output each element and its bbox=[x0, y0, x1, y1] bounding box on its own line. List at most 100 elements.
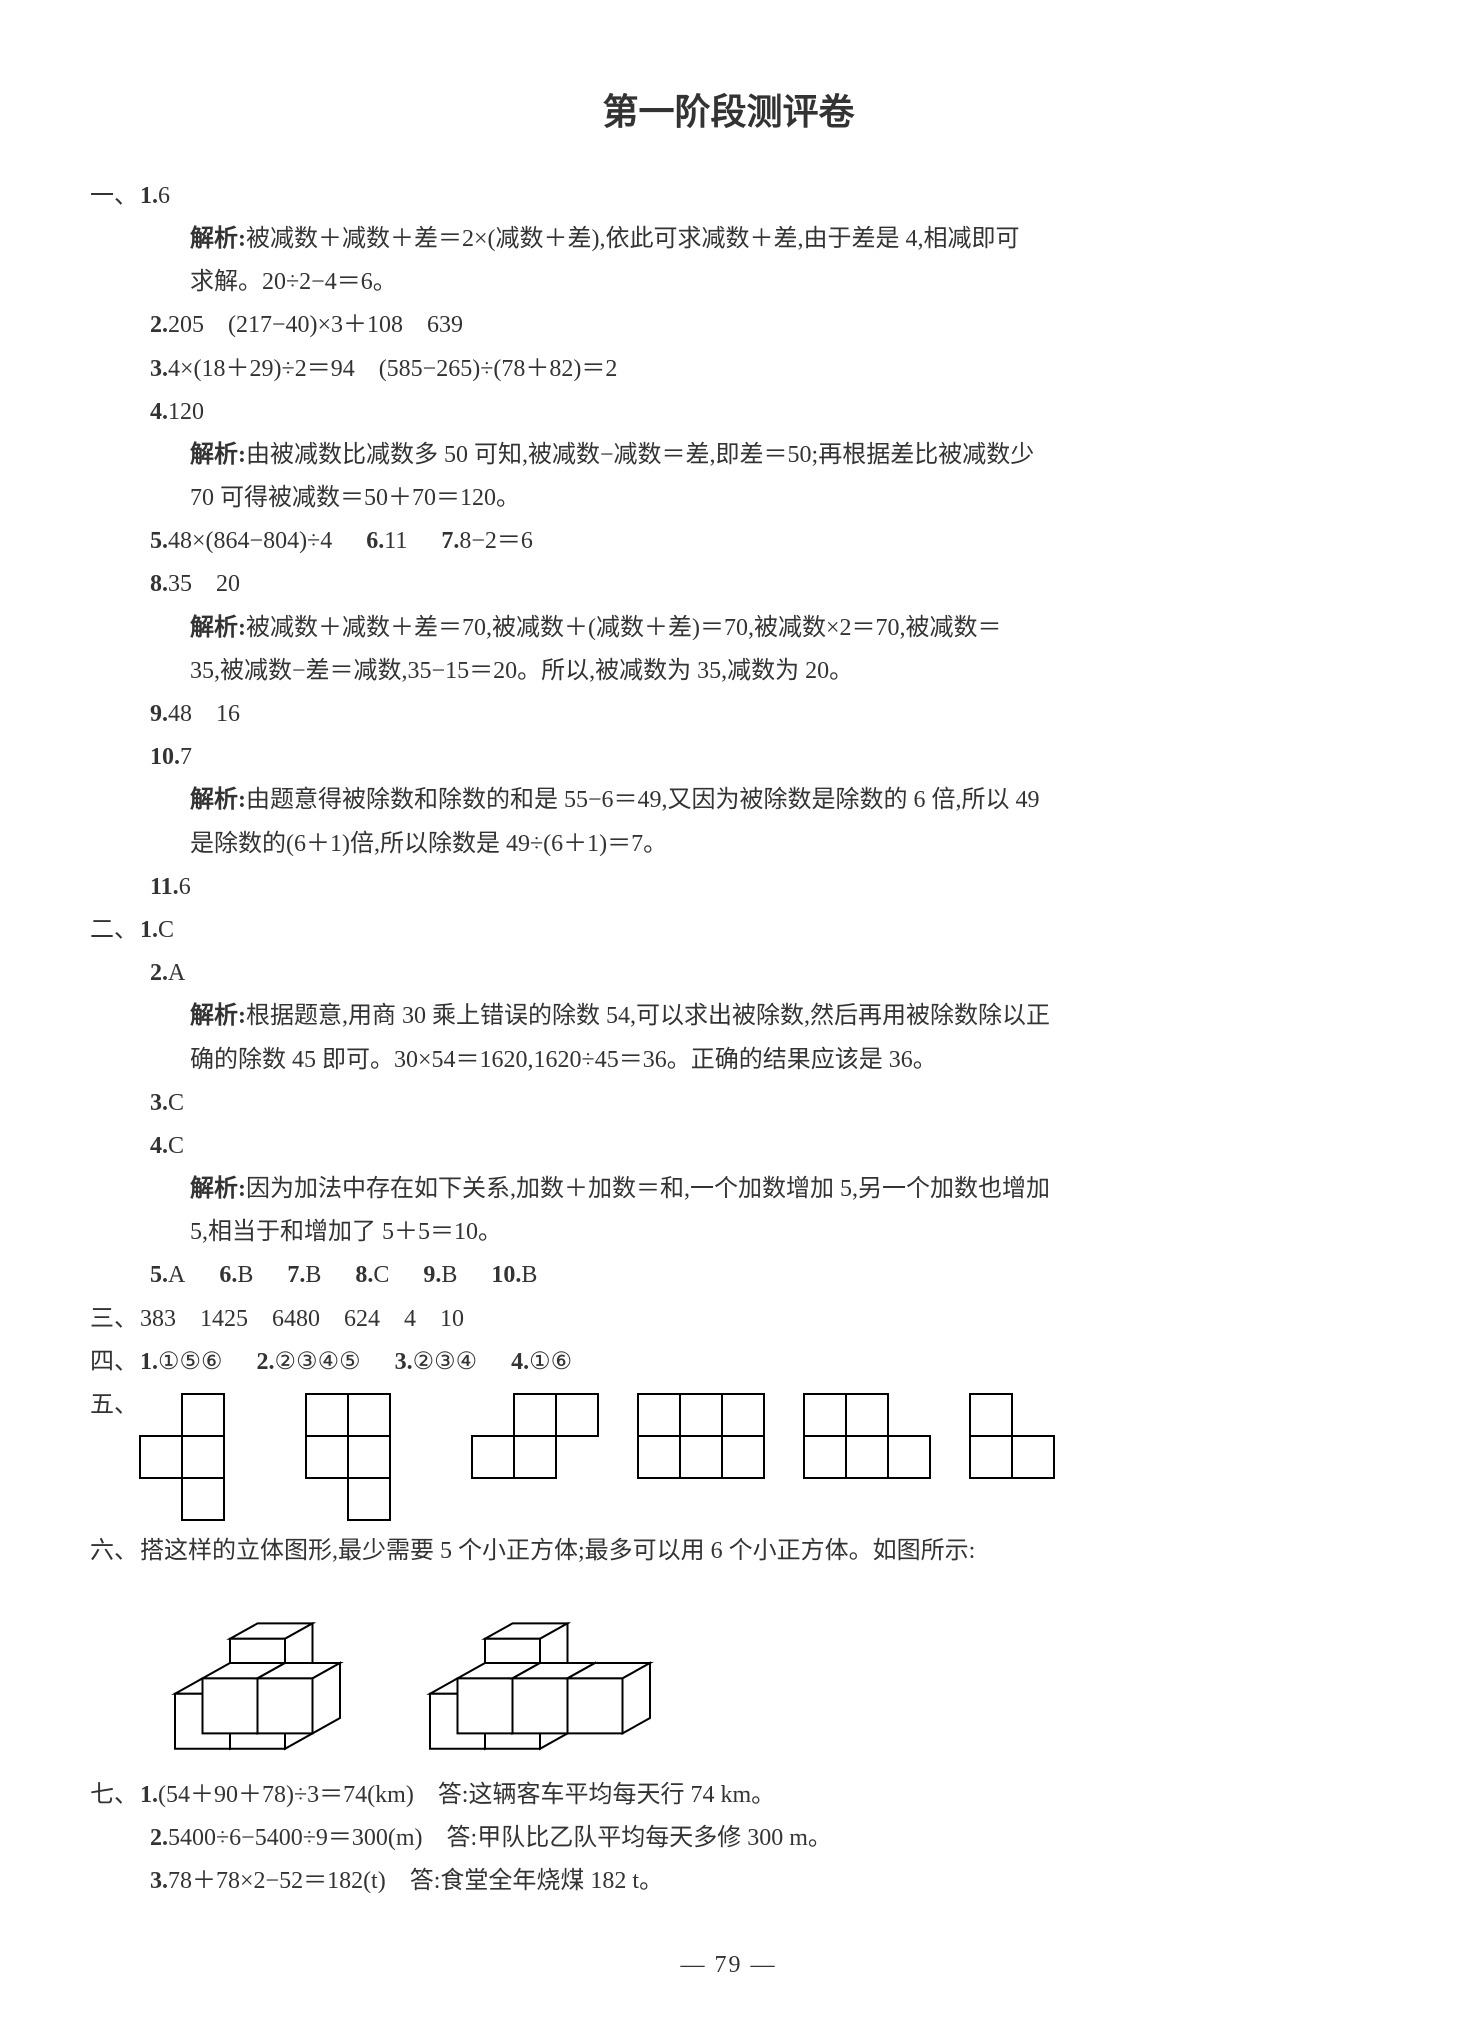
q1-3-text: 4×(18＋29)÷2＝94 (585−265)÷(78＋82)＝2 bbox=[168, 356, 617, 382]
q1-8-analysis-label: 解析: bbox=[190, 615, 246, 641]
q1-6-num: 6. bbox=[366, 528, 384, 554]
q2-9-num: 9. bbox=[423, 1262, 441, 1288]
q2-1-text: C bbox=[158, 917, 174, 943]
shape-shape5 bbox=[804, 1394, 930, 1478]
q1-6-text: 11 bbox=[384, 528, 407, 554]
q1-4-num: 4. bbox=[150, 399, 168, 425]
cube-figure-max bbox=[425, 1593, 655, 1754]
q1-1-analysis-1: 被减数＋减数＋差＝2×(减数＋差),依此可求减数＋差,由于差是 4,相减即可 bbox=[246, 226, 1020, 252]
q1-10-ans: 7 bbox=[180, 744, 192, 770]
cube-figure-min bbox=[170, 1593, 345, 1754]
section-four: 四、1.①⑤⑥ 2.②③④⑤ 3.②③④ 4.①⑥ bbox=[90, 1341, 1367, 1384]
page-number: — 79 — bbox=[90, 1944, 1367, 1987]
q1-10-num: 10. bbox=[150, 744, 180, 770]
q2-4-analysis-1: 因为加法中存在如下关系,加数＋加数＝和,一个加数增加 5,另一个加数也增加 bbox=[246, 1176, 1050, 1202]
q2-6-text: B bbox=[237, 1262, 253, 1288]
section-one-label: 一、 bbox=[90, 175, 140, 218]
q2-4-num: 4. bbox=[150, 1133, 168, 1159]
q1-9-text: 48 16 bbox=[168, 701, 240, 727]
q1-4-analysis-1: 由被减数比减数多 50 可知,被减数−减数＝差,即差＝50;再根据差比被减数少 bbox=[246, 442, 1034, 468]
q1-11-text: 6 bbox=[179, 874, 191, 900]
q2-10-text: B bbox=[521, 1262, 537, 1288]
q7-1-ans: 这辆客车平均每天行 74 km。 bbox=[468, 1782, 775, 1808]
q7-2-ans: 甲队比乙队平均每天多修 300 m。 bbox=[477, 1825, 832, 1851]
q1-4-ans: 120 bbox=[168, 399, 204, 425]
q2-3-text: C bbox=[168, 1090, 184, 1116]
q7-1-calc: (54＋90＋78)÷3＝74(km) bbox=[158, 1782, 414, 1808]
q1-2-text: 205 (217−40)×3＋108 639 bbox=[168, 312, 463, 338]
section-two-label: 二、 bbox=[90, 909, 140, 952]
q2-4-ans: C bbox=[168, 1133, 184, 1159]
q1-9-num: 9. bbox=[150, 701, 168, 727]
q7-3-num: 3. bbox=[150, 1868, 168, 1894]
q4-2-num: 2. bbox=[257, 1349, 275, 1375]
section-one: 一、1.6 解析:被减数＋减数＋差＝2×(减数＋差),依此可求减数＋差,由于差是… bbox=[90, 175, 1367, 909]
section-three-label: 三、 bbox=[90, 1298, 140, 1341]
q1-10-analysis-2: 是除数的(6＋1)倍,所以除数是 49÷(6＋1)＝7。 bbox=[190, 831, 667, 857]
q1-1-num: 1. bbox=[140, 183, 158, 209]
section-seven: 七、1.(54＋90＋78)÷3＝74(km) 答:这辆客车平均每天行 74 k… bbox=[90, 1774, 1367, 1904]
q2-5-num: 5. bbox=[150, 1262, 168, 1288]
section-five-label: 五、 bbox=[90, 1384, 140, 1427]
q1-4-analysis-label: 解析: bbox=[190, 442, 246, 468]
q1-4-analysis-2: 70 可得被减数＝50＋70＝120。 bbox=[190, 485, 520, 511]
q1-5-num: 5. bbox=[150, 528, 168, 554]
q4-3-num: 3. bbox=[395, 1349, 413, 1375]
q7-3-calc: 78＋78×2−52＝182(t) bbox=[168, 1868, 386, 1894]
q1-3-num: 3. bbox=[150, 356, 168, 382]
q4-1-text: ①⑤⑥ bbox=[158, 1349, 223, 1375]
q1-8-analysis-1: 被减数＋减数＋差＝70,被减数＋(减数＋差)＝70,被减数×2＝70,被减数＝ bbox=[246, 615, 1002, 641]
shape-shape3 bbox=[472, 1394, 598, 1478]
q7-1-num: 1. bbox=[140, 1782, 158, 1808]
q2-4-analysis-label: 解析: bbox=[190, 1176, 246, 1202]
q2-3-num: 3. bbox=[150, 1090, 168, 1116]
q4-4-num: 4. bbox=[511, 1349, 529, 1375]
q2-5-text: A bbox=[168, 1262, 185, 1288]
q1-2-num: 2. bbox=[150, 312, 168, 338]
q2-1-num: 1. bbox=[140, 917, 158, 943]
q7-1-ans-label: 答: bbox=[438, 1782, 469, 1808]
q6-text: 搭这样的立体图形,最少需要 5 个小正方体;最多可以用 6 个小正方体。如图所示… bbox=[140, 1538, 975, 1564]
q7-3-ans: 食堂全年烧煤 182 t。 bbox=[440, 1868, 663, 1894]
section-two: 二、1.C 2.A 解析:根据题意,用商 30 乘上错误的除数 54,可以求出被… bbox=[90, 909, 1367, 1298]
q2-8-num: 8. bbox=[355, 1262, 373, 1288]
shape-shape2 bbox=[306, 1394, 432, 1520]
q1-10-analysis-1: 由题意得被除数和除数的和是 55−6＝49,又因为被除数是除数的 6 倍,所以 … bbox=[246, 787, 1040, 813]
q1-11-num: 11. bbox=[150, 874, 179, 900]
q3-text: 383 1425 6480 624 4 10 bbox=[140, 1306, 464, 1332]
q2-2-analysis-label: 解析: bbox=[190, 1003, 246, 1029]
q2-4-analysis-2: 5,相当于和增加了 5＋5＝10。 bbox=[190, 1219, 502, 1245]
q7-2-ans-label: 答: bbox=[447, 1825, 478, 1851]
q1-8-analysis-2: 35,被减数−差＝减数,35−15＝20。所以,被减数为 35,减数为 20。 bbox=[190, 658, 853, 684]
q4-4-text: ①⑥ bbox=[529, 1349, 572, 1375]
q1-7-text: 8−2＝6 bbox=[459, 528, 533, 554]
q1-1-analysis-label: 解析: bbox=[190, 226, 246, 252]
q1-10-analysis-label: 解析: bbox=[190, 787, 246, 813]
q1-1-analysis-2: 求解。20÷2−4＝6。 bbox=[190, 269, 397, 295]
q2-8-text: C bbox=[373, 1262, 389, 1288]
page-title: 第一阶段测评卷 bbox=[90, 80, 1367, 145]
q2-9-text: B bbox=[441, 1262, 457, 1288]
q2-2-ans: A bbox=[168, 960, 185, 986]
q2-2-analysis-2: 确的除数 45 即可。30×54＝1620,1620÷45＝36。正确的结果应该… bbox=[190, 1047, 937, 1073]
q4-3-text: ②③④ bbox=[413, 1349, 478, 1375]
q1-1-ans: 6 bbox=[158, 183, 170, 209]
q2-7-num: 7. bbox=[287, 1262, 305, 1288]
q2-2-analysis-1: 根据题意,用商 30 乘上错误的除数 54,可以求出被除数,然后再用被除数除以正 bbox=[246, 1003, 1050, 1029]
shape-shape6 bbox=[970, 1394, 1054, 1478]
shape-shape4 bbox=[638, 1394, 764, 1478]
q2-2-num: 2. bbox=[150, 960, 168, 986]
q7-2-calc: 5400÷6−5400÷9＝300(m) bbox=[168, 1825, 423, 1851]
section-six-label: 六、 bbox=[90, 1530, 140, 1573]
section-six: 六、搭这样的立体图形,最少需要 5 个小正方体;最多可以用 6 个小正方体。如图… bbox=[90, 1530, 1367, 1754]
q2-7-text: B bbox=[305, 1262, 321, 1288]
q2-6-num: 6. bbox=[219, 1262, 237, 1288]
q1-7-num: 7. bbox=[441, 528, 459, 554]
q2-10-num: 10. bbox=[491, 1262, 521, 1288]
section-four-label: 四、 bbox=[90, 1341, 140, 1384]
q4-1-num: 1. bbox=[140, 1349, 158, 1375]
q1-8-text: 35 20 bbox=[168, 571, 240, 597]
section-three: 三、383 1425 6480 624 4 10 bbox=[90, 1298, 1367, 1341]
shape-shape1 bbox=[140, 1394, 266, 1520]
q4-2-text: ②③④⑤ bbox=[275, 1349, 361, 1375]
